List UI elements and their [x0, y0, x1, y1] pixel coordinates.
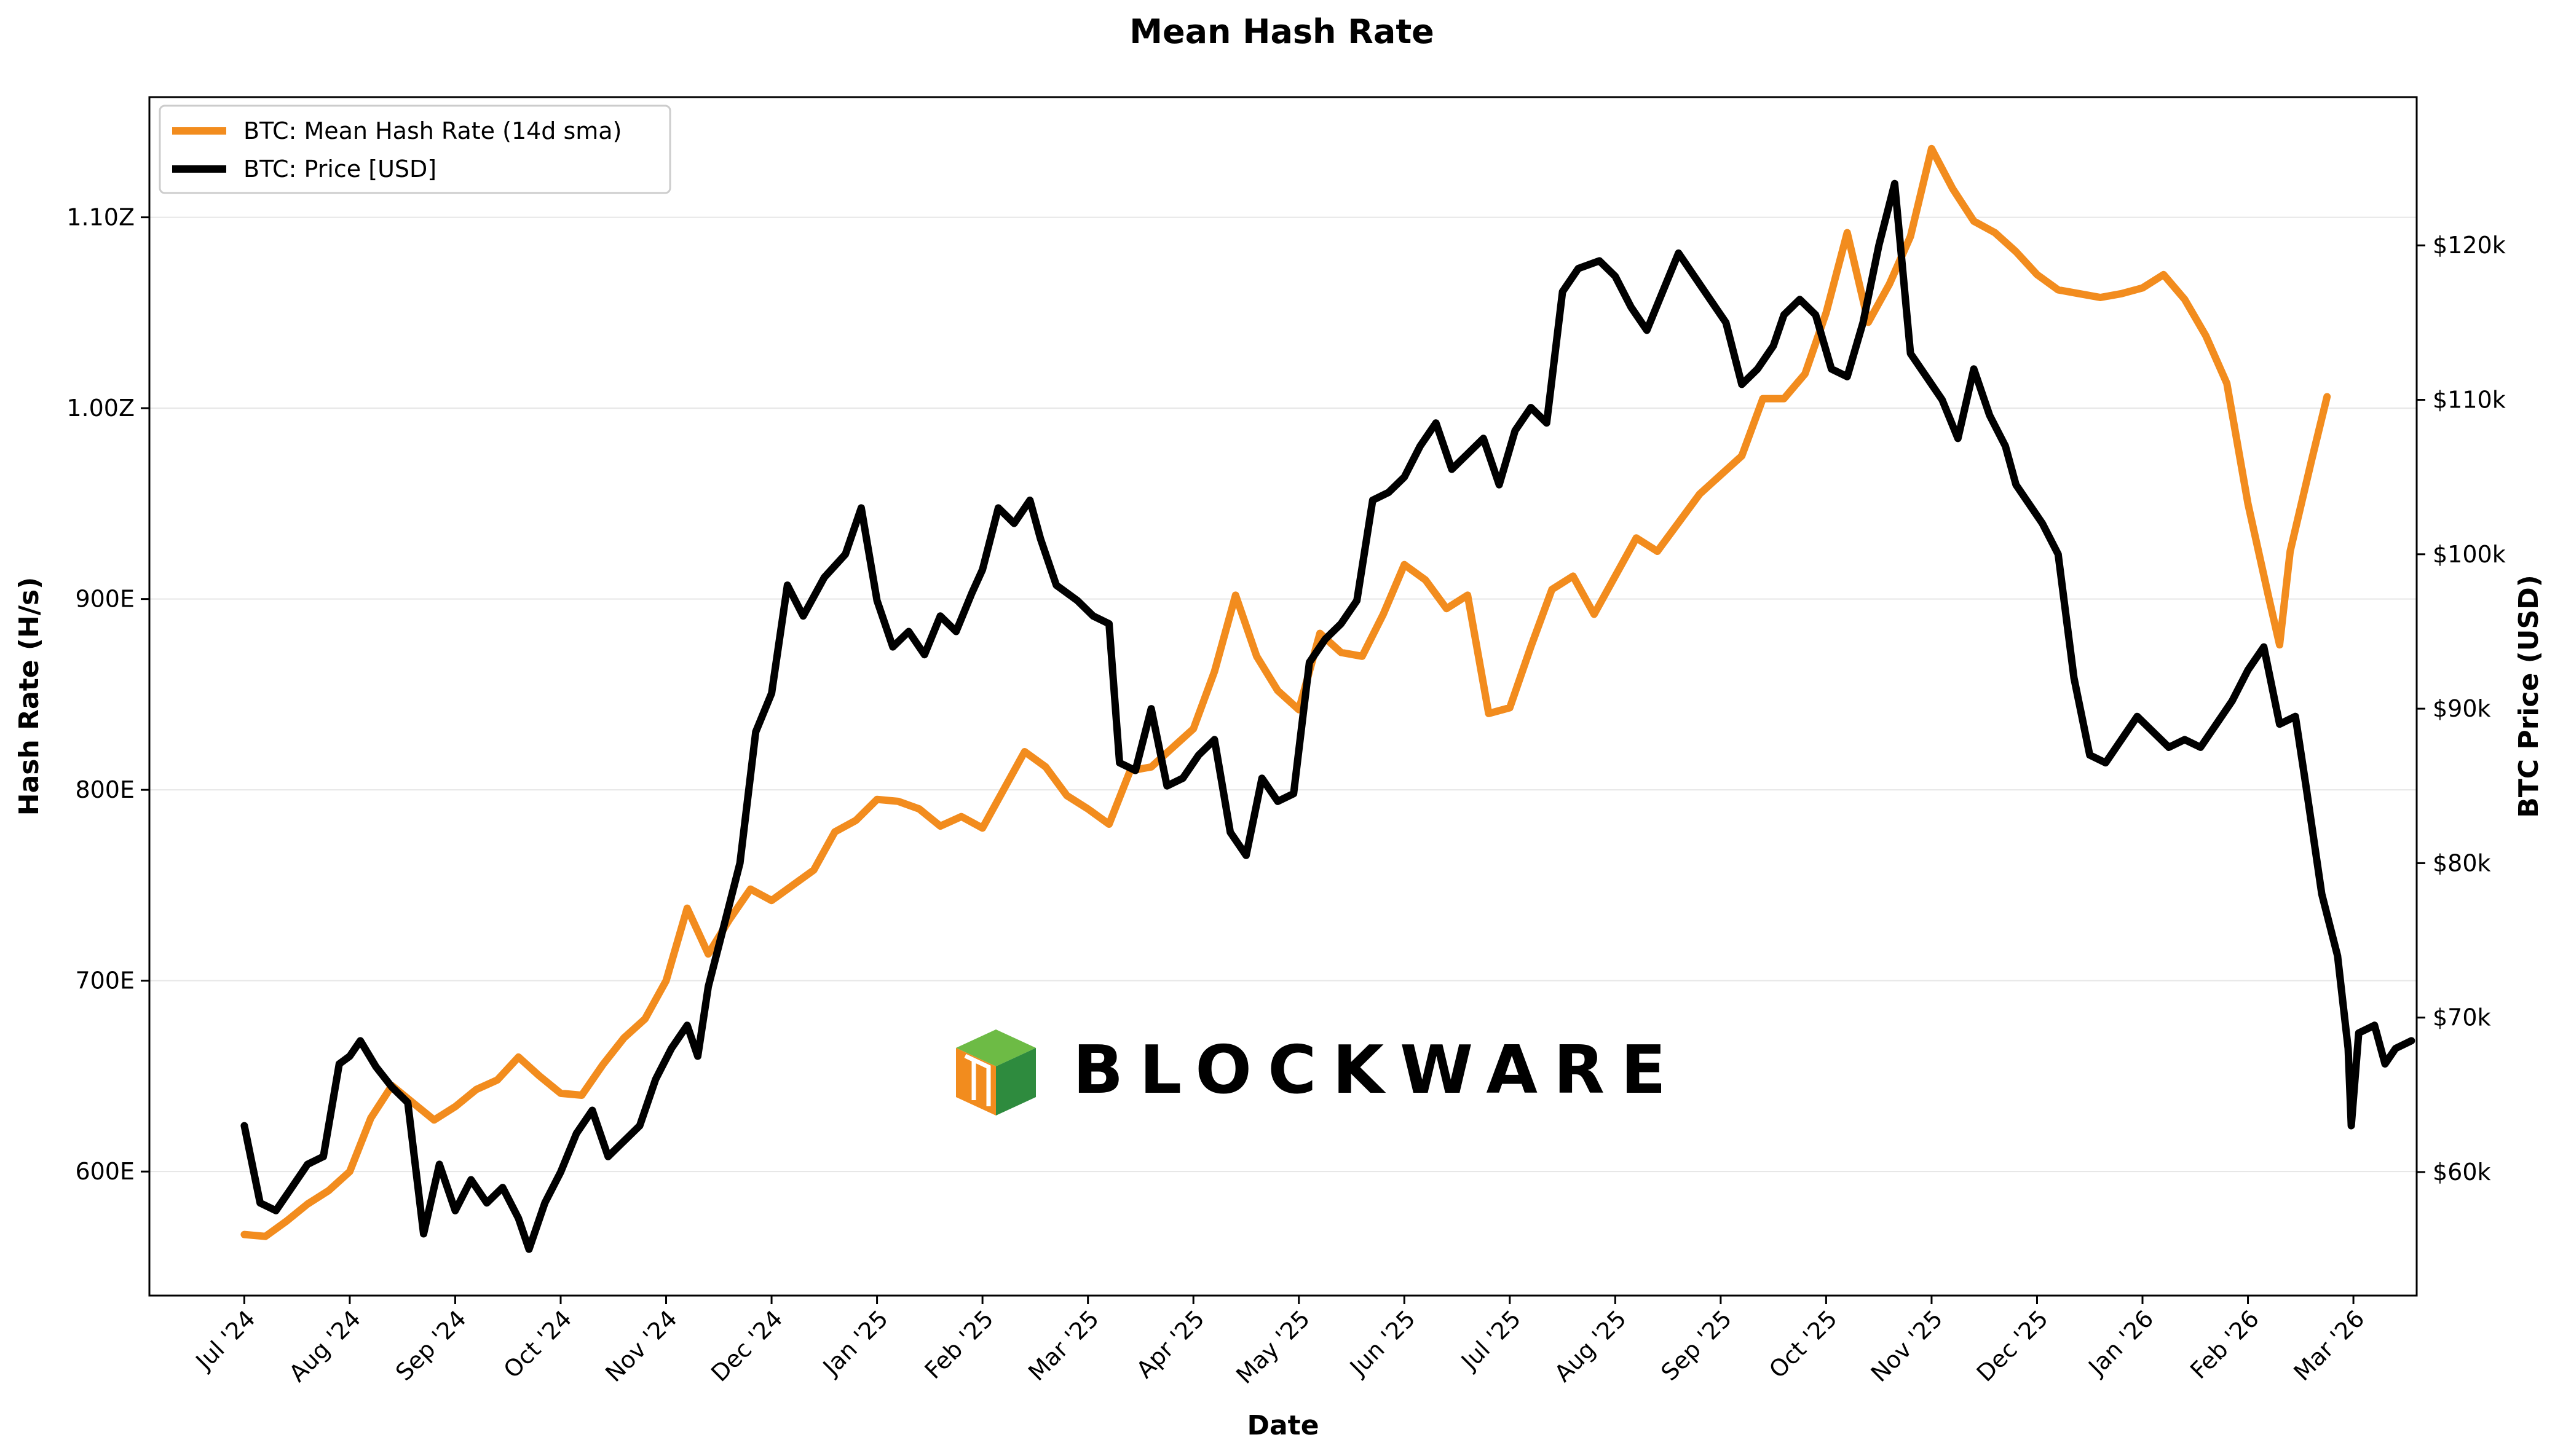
legend-label-hash-rate: BTC: Mean Hash Rate (14d sma)	[243, 117, 622, 144]
plot-frame	[148, 96, 2418, 1297]
watermark-text: BLOCKWARE	[1073, 1032, 1682, 1109]
y-left-tick-label: 1.10Z	[66, 204, 135, 231]
legend-box	[159, 104, 671, 194]
y-axis-right: $60k $70k $80k $90k $100k $110k $120k	[2417, 232, 2506, 1186]
y-axis-right-label: BTC Price (USD)	[2513, 575, 2545, 818]
chart-title: Mean Hash Rate	[1129, 12, 1434, 51]
x-axis-label: Date	[1247, 1410, 1319, 1441]
y-right-tick-label: $110k	[2433, 387, 2506, 414]
watermark: BLOCKWARE	[956, 1029, 1682, 1116]
y-left-tick-label: 1.00Z	[66, 395, 135, 422]
hash-rate-line	[240, 144, 2331, 1240]
y-right-tick-label: $100k	[2433, 541, 2506, 568]
y-left-tick-label: 900E	[75, 586, 135, 613]
y-right-tick-label: $80k	[2433, 849, 2491, 876]
btc-price-line	[240, 179, 2415, 1253]
blockware-logo-icon	[956, 1029, 1036, 1116]
y-axis-left: 600E 700E 800E 900E 1.00Z 1.10Z	[66, 204, 149, 1185]
y-left-tick-label: 800E	[75, 776, 135, 803]
y-right-tick-label: $60k	[2433, 1159, 2491, 1186]
y-right-tick-label: $90k	[2433, 695, 2491, 722]
series-btc-price	[240, 179, 2415, 1253]
y-right-tick-label: $70k	[2433, 1004, 2491, 1031]
y-right-tick-label: $120k	[2433, 232, 2506, 259]
legend: BTC: Mean Hash Rate (14d sma) BTC: Price…	[159, 104, 671, 194]
gridlines	[149, 216, 2417, 1173]
y-left-tick-label: 700E	[75, 967, 135, 994]
y-left-tick-label: 600E	[75, 1158, 135, 1185]
legend-label-price: BTC: Price [USD]	[243, 155, 436, 183]
series-hash-rate	[240, 144, 2331, 1240]
y-axis-left-label: Hash Rate (H/s)	[14, 577, 45, 816]
